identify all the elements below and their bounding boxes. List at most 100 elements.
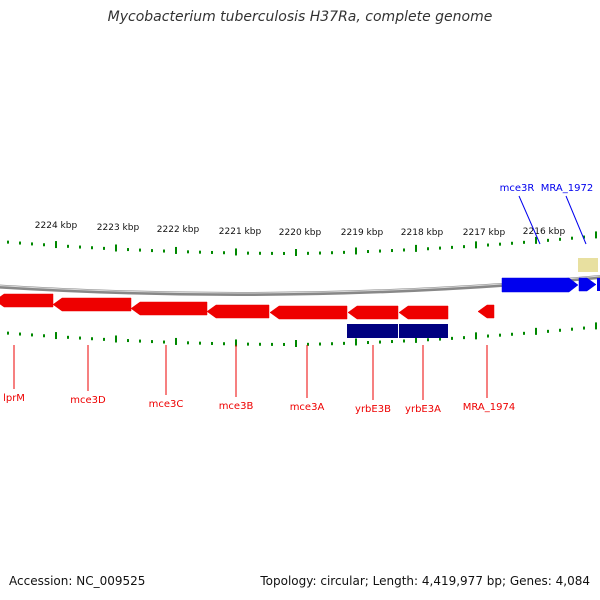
- outer-tick: [43, 243, 45, 247]
- inner-tick: [259, 342, 261, 346]
- outer-tick: [19, 241, 21, 245]
- misc-feature-box[interactable]: [578, 258, 598, 272]
- inner-tick: [163, 340, 165, 344]
- gene-label-MRA_1974[interactable]: MRA_1974: [463, 402, 515, 413]
- outer-tick: [79, 245, 81, 249]
- gene-arrow-yrbE3A[interactable]: [398, 305, 449, 320]
- outer-tick: [247, 251, 249, 255]
- gene-label-yrbE3B[interactable]: yrbE3B: [355, 404, 391, 415]
- gene-arrow-mce3A[interactable]: [269, 305, 348, 320]
- gene-arrow-mce3C[interactable]: [130, 301, 208, 316]
- outer-tick: [7, 240, 9, 244]
- inner-tick: [247, 342, 249, 346]
- outer-tick: [91, 246, 93, 250]
- leader-line: [565, 195, 587, 245]
- rna-feature-track: [347, 324, 448, 338]
- gene-label-lprM[interactable]: lprM: [3, 393, 25, 404]
- gene-arrow-mce3R[interactable]: [501, 277, 579, 293]
- gene-arrow-lprM[interactable]: [0, 293, 54, 308]
- gene-label-mce3R[interactable]: mce3R: [500, 183, 535, 194]
- outer-tick: [67, 244, 69, 248]
- outer-tick: [295, 248, 297, 256]
- outer-tick: [391, 249, 393, 253]
- tick-label: 2218 kbp: [401, 228, 444, 238]
- inner-tick: [523, 331, 525, 335]
- inner-tick: [319, 342, 321, 346]
- inner-tick-track: [7, 322, 597, 347]
- outer-tick: [283, 251, 285, 255]
- gene-arrow-MRA_1974[interactable]: [477, 304, 495, 319]
- inner-tick: [211, 341, 213, 345]
- tick-label: 2223 kbp: [97, 223, 140, 233]
- outer-tick: [271, 251, 273, 255]
- inner-tick: [127, 339, 129, 343]
- inner-tick: [139, 339, 141, 343]
- outer-tick-track: [7, 231, 597, 256]
- gene-label-MRA_1972[interactable]: MRA_1972: [541, 183, 593, 194]
- gene-label-mce3D[interactable]: mce3D: [70, 395, 106, 406]
- outer-tick: [439, 246, 441, 250]
- gene-label-mce3A[interactable]: mce3A: [290, 402, 325, 413]
- inner-tick: [235, 339, 237, 347]
- inner-tick: [175, 337, 177, 345]
- outer-tick: [427, 247, 429, 251]
- inner-tick: [535, 327, 537, 335]
- inner-tick: [67, 335, 69, 339]
- gene-arrow-yrbE3B[interactable]: [347, 305, 399, 320]
- outer-tick: [415, 244, 417, 252]
- inner-tick: [499, 333, 501, 337]
- gene-arrow-MRA_1972[interactable]: [578, 277, 597, 292]
- outer-tick: [319, 251, 321, 255]
- tick-label: 2222 kbp: [157, 225, 200, 235]
- outer-tick: [511, 241, 513, 245]
- tick-label: 2216 kbp: [523, 227, 566, 237]
- outer-tick: [115, 244, 117, 252]
- tick-label: 2220 kbp: [279, 228, 322, 238]
- gene-arrow-partial[interactable]: [597, 278, 600, 291]
- inner-tick: [391, 340, 393, 344]
- outer-tick: [163, 249, 165, 253]
- inner-tick: [199, 341, 201, 345]
- outer-tick: [367, 250, 369, 254]
- inner-tick: [511, 332, 513, 336]
- inner-tick: [19, 332, 21, 336]
- outer-tick: [139, 248, 141, 252]
- inner-tick: [91, 337, 93, 341]
- outer-tick: [355, 247, 357, 255]
- gene-label-mce3C[interactable]: mce3C: [149, 399, 184, 410]
- inner-tick: [475, 332, 477, 340]
- inner-tick: [463, 336, 465, 340]
- outer-tick: [31, 242, 33, 246]
- inner-tick: [595, 322, 597, 330]
- outer-tick: [463, 245, 465, 249]
- inner-tick: [487, 334, 489, 338]
- inner-tick: [331, 342, 333, 346]
- inner-tick: [415, 335, 417, 343]
- outer-tick: [331, 251, 333, 255]
- gene-label-mce3B[interactable]: mce3B: [219, 401, 254, 412]
- outer-tick: [235, 248, 237, 256]
- inner-tick: [55, 332, 57, 340]
- rna-feature-yrbE3A[interactable]: [399, 324, 448, 338]
- inner-tick: [283, 342, 285, 346]
- inner-tick: [43, 334, 45, 338]
- outer-tick: [199, 250, 201, 254]
- outer-tick: [343, 250, 345, 254]
- inner-tick: [571, 327, 573, 331]
- inner-tick: [343, 341, 345, 345]
- gene-arrow-mce3B[interactable]: [206, 304, 270, 319]
- outer-tick: [55, 241, 57, 249]
- inner-tick: [367, 341, 369, 345]
- gene-label-yrbE3A[interactable]: yrbE3A: [405, 404, 441, 415]
- outer-tick: [499, 242, 501, 246]
- outer-tick: [103, 246, 105, 250]
- outer-tick: [403, 248, 405, 252]
- outer-tick: [523, 240, 525, 244]
- gene-label-layer: mce3R MRA_1972 lprM mce3D mce3C mce3B mce3A yrb…: [3, 183, 593, 415]
- inner-tick: [547, 329, 549, 333]
- rna-feature-yrbE3B[interactable]: [347, 324, 398, 338]
- outer-tick: [487, 243, 489, 247]
- inner-tick: [559, 328, 561, 332]
- gene-arrow-mce3D[interactable]: [52, 297, 132, 312]
